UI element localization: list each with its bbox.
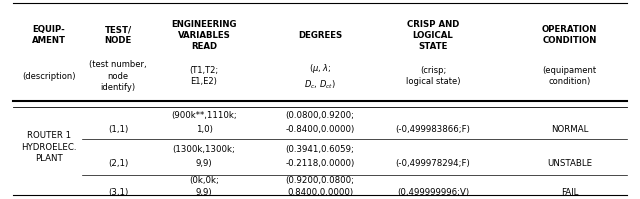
Text: EQUIP-
AMENT: EQUIP- AMENT [32,25,66,45]
Text: (0,499999996;V): (0,499999996;V) [397,188,469,197]
Text: 9,9): 9,9) [196,159,212,168]
Text: NORMAL: NORMAL [551,125,588,134]
Text: (-0,499978294;F): (-0,499978294;F) [396,159,470,168]
Text: (equipament
condition): (equipament condition) [543,66,596,87]
Text: (2,1): (2,1) [108,159,128,168]
Text: TEST/
NODE: TEST/ NODE [104,25,132,45]
Text: (crisp;
logical state): (crisp; logical state) [406,66,460,87]
Text: (-0,499983866;F): (-0,499983866;F) [396,125,470,134]
Text: (test number,
node
identify): (test number, node identify) [89,60,147,92]
Text: CRISP AND
LOGICAL
STATE: CRISP AND LOGICAL STATE [406,20,459,51]
Text: (T1,T2;
E1,E2): (T1,T2; E1,E2) [189,66,218,87]
Text: (3,1): (3,1) [108,188,128,197]
Text: -0.2118,0.0000): -0.2118,0.0000) [285,159,355,168]
Text: ($\mu$, $\lambda$;
$D_c$, $D_{ct}$): ($\mu$, $\lambda$; $D_c$, $D_{ct}$) [304,61,336,91]
Text: (0.0800,0.9200;: (0.0800,0.9200; [285,111,355,120]
Text: (0k,0k;: (0k,0k; [189,176,219,185]
Text: (0.3941,0.6059;: (0.3941,0.6059; [285,145,355,154]
Text: 1,0): 1,0) [196,125,212,134]
Text: (1300k,1300k;: (1300k,1300k; [173,145,236,154]
Text: (900k**,1110k;: (900k**,1110k; [171,111,237,120]
Text: UNSTABLE: UNSTABLE [547,159,592,168]
Text: 9,9): 9,9) [196,188,212,197]
Text: FAIL: FAIL [561,188,579,197]
Text: ENGINEERING
VARIABLES
READ: ENGINEERING VARIABLES READ [172,20,237,51]
Text: (0.9200,0.0800;: (0.9200,0.0800; [285,176,355,185]
Text: (1,1): (1,1) [108,125,128,134]
Text: -0.8400,0.0000): -0.8400,0.0000) [285,125,355,134]
Text: DEGREES: DEGREES [298,31,342,40]
Text: 0.8400,0.0000): 0.8400,0.0000) [287,188,353,197]
Text: OPERATION
CONDITION: OPERATION CONDITION [542,25,597,45]
Text: ROUTER 1
HYDROELEC.
PLANT: ROUTER 1 HYDROELEC. PLANT [21,131,77,163]
Text: (description): (description) [22,72,76,81]
